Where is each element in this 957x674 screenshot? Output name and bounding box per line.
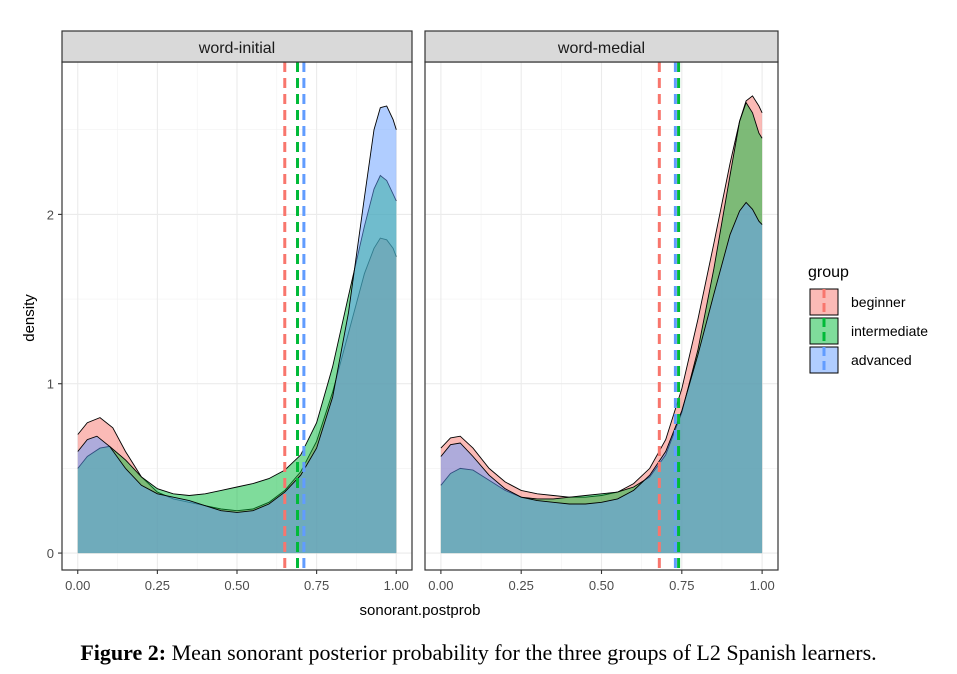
caption-text: Mean sonorant posterior probability for …: [166, 640, 877, 665]
x-tick-label: 0.50: [589, 578, 614, 593]
caption-label: Figure 2:: [80, 640, 167, 665]
facet-strip: [61, 30, 413, 63]
x-axis-label: sonorant.postprob: [360, 602, 481, 619]
y-tick-label: 0: [47, 546, 54, 561]
legend-label: intermediate: [851, 323, 928, 339]
facet-strip-label: word-initial: [198, 40, 275, 57]
facet-panel-word-initial: word-initial 0.00 0.25 0.50 0.75 1.00 0 1 2: [47, 30, 413, 593]
facet-strip-label: word-medial: [557, 40, 645, 57]
legend-label: advanced: [851, 352, 912, 368]
density-curve-advanced: [77, 105, 397, 513]
y-tick-label: 2: [47, 207, 54, 222]
legend-item-intermediate: intermediate: [809, 317, 928, 345]
x-tick-label: 0.25: [145, 578, 170, 593]
x-tick-label: 1.00: [384, 578, 409, 593]
y-axis-label: density: [21, 294, 38, 342]
facet-strip: [424, 30, 779, 63]
legend-title: group: [808, 264, 849, 281]
facet-panel-word-medial: word-medial 0.00 0.25 0.50 0.75 1.00: [424, 30, 779, 593]
density-area-advanced: [440, 202, 763, 554]
x-tick-label: 0.75: [304, 578, 329, 593]
y-tick-label: 1: [47, 377, 54, 392]
figure-caption: Figure 2: Mean sonorant posterior probab…: [0, 640, 957, 666]
density-curve-advanced: [440, 201, 763, 505]
x-tick-label: 0.00: [428, 578, 453, 593]
x-tick-label: 0.75: [669, 578, 694, 593]
x-tick-label: 0.25: [509, 578, 534, 593]
x-tick-label: 0.00: [65, 578, 90, 593]
legend-item-beginner: beginner: [809, 288, 906, 316]
x-tick-label: 1.00: [749, 578, 774, 593]
legend-item-advanced: advanced: [809, 346, 912, 374]
density-area-advanced: [77, 106, 397, 554]
legend-label: beginner: [851, 294, 906, 310]
x-tick-label: 0.50: [224, 578, 249, 593]
